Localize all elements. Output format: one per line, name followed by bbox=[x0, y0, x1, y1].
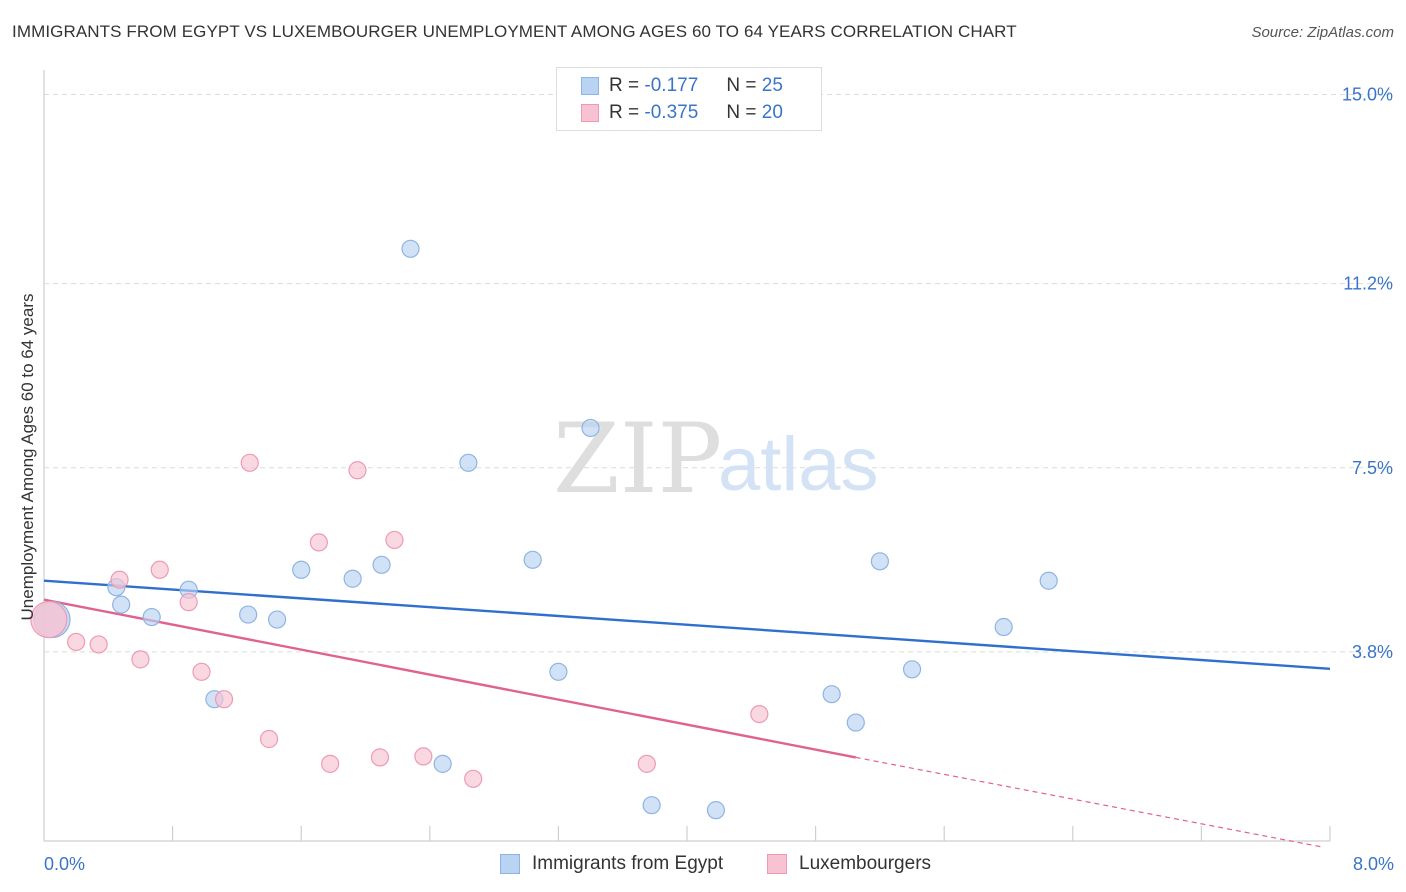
series-legend-luxembourgers: Luxembourgers bbox=[767, 851, 931, 877]
y-tick-label: 15.0% bbox=[1342, 85, 1393, 105]
watermark-atlas: atlas bbox=[718, 422, 879, 507]
luxembourger-point bbox=[150, 560, 169, 579]
luxembourger-point bbox=[192, 662, 211, 681]
luxembourger-point bbox=[179, 593, 198, 612]
egypt-point bbox=[239, 605, 258, 624]
luxembourger-point bbox=[67, 632, 86, 652]
series-legend-egypt: Immigrants from Egypt bbox=[500, 851, 723, 877]
series-legend-label: Luxembourgers bbox=[799, 853, 932, 874]
gridlines bbox=[44, 94, 1392, 653]
watermark: ZIP atlas bbox=[553, 403, 879, 515]
watermark-zip: ZIP bbox=[553, 403, 722, 515]
legend-swatch-pink bbox=[581, 104, 599, 122]
luxembourger-point bbox=[370, 748, 390, 767]
trend-line-egypt bbox=[43, 579, 1331, 671]
luxembourger-point bbox=[637, 754, 656, 773]
legend-n-label: N = bbox=[726, 102, 757, 123]
legend-r-label: R = bbox=[609, 75, 640, 96]
luxembourger-point bbox=[464, 769, 483, 788]
legend-n-label: N = bbox=[726, 75, 757, 96]
luxembourger-point bbox=[750, 704, 769, 724]
egypt-point bbox=[902, 660, 922, 679]
legend-r-value: -0.375 bbox=[644, 102, 699, 123]
luxembourger-point bbox=[89, 635, 108, 654]
egypt-point bbox=[870, 552, 890, 571]
egypt-point bbox=[267, 610, 287, 629]
series-legend-label: Immigrants from Egypt bbox=[532, 853, 724, 874]
y-tick-label: 7.5% bbox=[1352, 458, 1393, 478]
legend-row-egypt: R = -0.177 N = 25 bbox=[581, 74, 783, 98]
egypt-point bbox=[549, 662, 568, 681]
egypt-point bbox=[581, 418, 600, 438]
legend-swatch-blue bbox=[581, 77, 599, 95]
egypt-point bbox=[292, 560, 311, 579]
luxembourger-point bbox=[348, 461, 367, 480]
x-tick-label-min: 0.0% bbox=[44, 854, 85, 874]
legend-row-luxembourgers: R = -0.375 N = 20 bbox=[581, 101, 783, 125]
luxembourger-point bbox=[110, 570, 129, 589]
egypt-point bbox=[343, 569, 362, 588]
egypt-point bbox=[372, 555, 391, 574]
legend-r-value: -0.177 bbox=[644, 75, 699, 96]
chart-title: IMMIGRANTS FROM EGYPT VS LUXEMBOURGER UN… bbox=[12, 22, 1017, 41]
egypt-point bbox=[112, 595, 131, 614]
y-tick-label: 11.2% bbox=[1343, 274, 1393, 294]
egypt-point bbox=[459, 453, 478, 472]
trend-lines bbox=[43, 579, 1331, 848]
legend-r-label: R = bbox=[609, 102, 640, 123]
egypt-point bbox=[822, 685, 841, 704]
x-tick-label-max: 8.0% bbox=[1353, 854, 1394, 874]
egypt-point bbox=[142, 607, 161, 627]
luxembourger-point bbox=[214, 690, 234, 709]
egypt-point bbox=[523, 550, 542, 569]
trend-line-luxembourgers-extension bbox=[855, 756, 1323, 848]
y-tick-label: 3.8% bbox=[1352, 642, 1393, 662]
luxembourger-point bbox=[414, 747, 433, 766]
egypt-point bbox=[706, 801, 726, 820]
egypt-point bbox=[401, 239, 420, 258]
legend-n-value: 25 bbox=[761, 75, 783, 96]
y-tick-labels: 3.8% 7.5% 11.2% 15.0% bbox=[1342, 85, 1393, 662]
series-swatch-pink bbox=[767, 854, 787, 874]
trend-line-luxembourgers bbox=[43, 598, 857, 759]
luxembourger-point bbox=[240, 453, 259, 472]
luxembourger-point bbox=[30, 600, 68, 639]
source-label: Source: ZipAtlas.com bbox=[1251, 24, 1394, 41]
x-ticks bbox=[172, 826, 1331, 841]
luxembourger-point bbox=[131, 650, 150, 669]
correlation-legend: R = -0.177 N = 25 R = -0.375 N = 20 bbox=[556, 67, 822, 131]
egypt-point bbox=[433, 754, 452, 773]
luxembourger-point bbox=[385, 530, 404, 550]
legend-n-value: 20 bbox=[761, 102, 783, 123]
luxembourger-point bbox=[309, 533, 328, 552]
luxembourger-point bbox=[321, 754, 340, 773]
luxembourger-point bbox=[259, 729, 279, 749]
egypt-point bbox=[994, 617, 1013, 637]
y-axis-label: Unemployment Among Ages 60 to 64 years bbox=[18, 293, 37, 621]
egypt-point bbox=[642, 796, 661, 815]
egypt-point bbox=[846, 713, 865, 732]
data-points bbox=[30, 239, 1058, 820]
series-swatch-blue bbox=[500, 854, 520, 874]
egypt-point bbox=[1039, 571, 1058, 590]
